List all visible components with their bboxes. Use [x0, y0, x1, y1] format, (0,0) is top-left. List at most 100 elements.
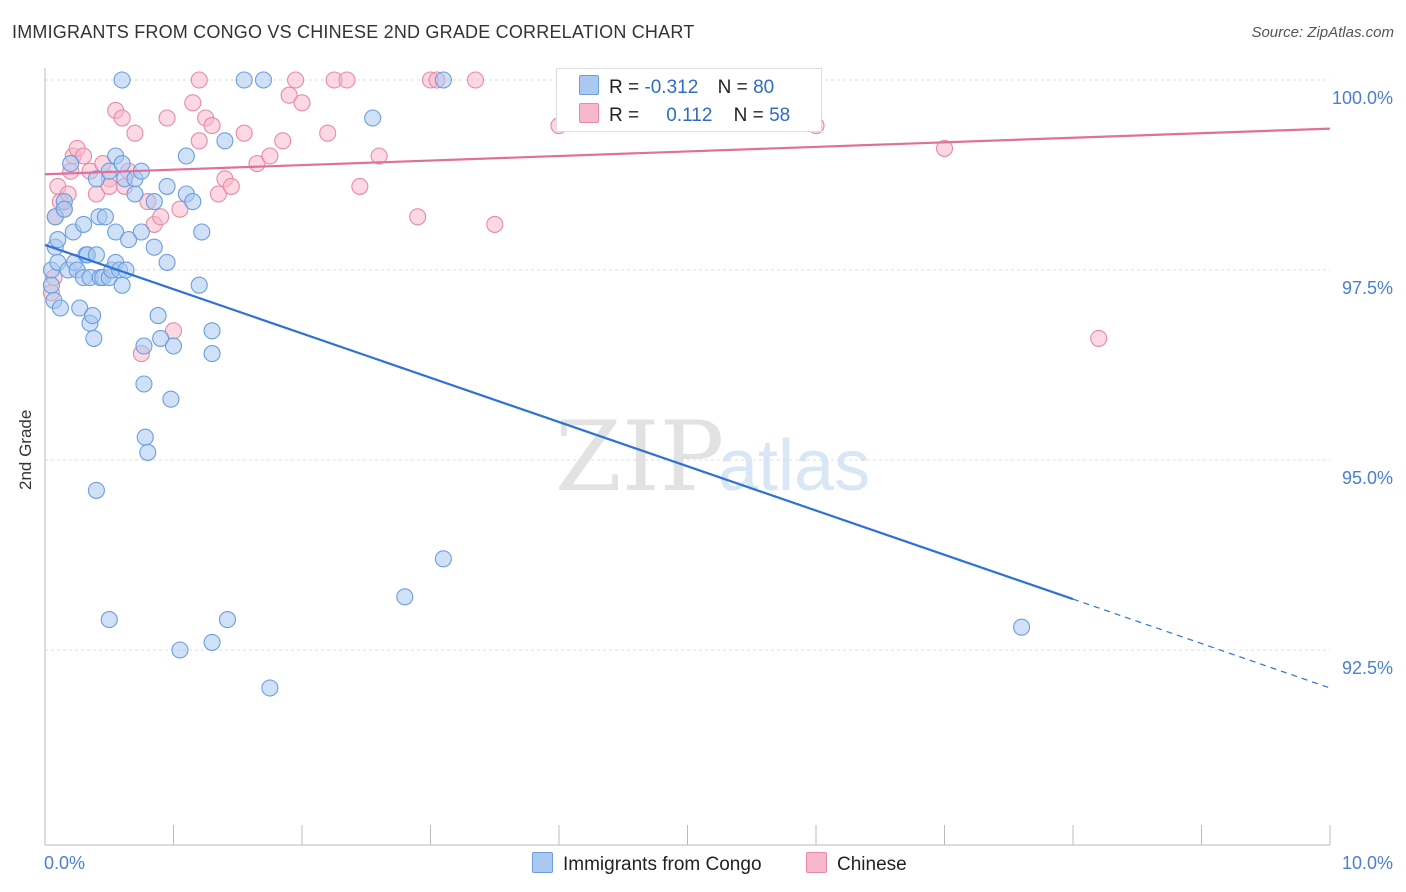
point-congo [193, 223, 211, 241]
legend-item-chinese[interactable]: Chinese [806, 852, 907, 876]
point-congo [75, 215, 93, 233]
legend-swatch-congo [532, 852, 553, 873]
point-chinese [409, 208, 427, 226]
point-chinese [126, 124, 144, 142]
point-congo [87, 170, 105, 188]
point-congo [87, 481, 105, 499]
point-congo [62, 155, 80, 173]
legend-row-chinese: R = 0.112 N = 58 [579, 103, 790, 127]
point-chinese [203, 117, 221, 135]
watermark: ZIP atlas [555, 401, 870, 513]
point-congo [190, 276, 208, 294]
point-congo [119, 231, 138, 249]
point-congo [171, 641, 189, 659]
trend-line-congo [44, 243, 1074, 601]
point-congo [55, 200, 73, 218]
point-congo [71, 299, 89, 317]
point-congo [158, 177, 176, 195]
point-chinese [190, 132, 208, 150]
point-congo [51, 299, 69, 317]
point-congo [145, 238, 163, 256]
legend-item-congo[interactable]: Immigrants from Congo [532, 852, 762, 876]
trend-line-chinese [44, 127, 1331, 176]
point-congo [135, 337, 153, 355]
point-chinese [261, 147, 279, 165]
point-congo [203, 345, 221, 363]
legend-swatch-congo [579, 75, 599, 95]
point-chinese [319, 124, 337, 142]
r-label: R = [609, 105, 640, 126]
point-congo [203, 322, 221, 340]
n-value-chinese: 58 [769, 105, 791, 126]
point-congo [1013, 618, 1031, 636]
point-congo [132, 223, 150, 241]
y-tick-label: 100.0% [1332, 88, 1393, 108]
point-chinese [235, 124, 253, 142]
y-tick-label: 95.0% [1342, 468, 1393, 488]
point-congo [177, 147, 195, 165]
trend-line-congo-extension [1072, 598, 1331, 689]
point-congo [136, 428, 154, 446]
x-tick-labels: 0.0% 10.0% [44, 853, 1393, 873]
point-congo [218, 611, 237, 629]
point-congo [113, 276, 131, 294]
n-label: N = [717, 77, 748, 98]
point-chinese [351, 177, 369, 195]
series-legend: Immigrants from Congo Chinese [0, 850, 1406, 880]
point-congo [145, 193, 163, 211]
point-chinese [486, 215, 504, 233]
point-chinese [370, 147, 388, 165]
point-congo [113, 71, 131, 89]
point-congo [139, 443, 157, 461]
point-congo [203, 633, 221, 651]
point-chinese [338, 71, 356, 89]
point-chinese [935, 139, 954, 157]
x-tick-label: 10.0% [1342, 853, 1393, 873]
point-chinese [274, 132, 292, 150]
r-value-congo: -0.312 [644, 77, 699, 98]
point-chinese [280, 86, 298, 104]
point-congo [49, 231, 67, 249]
legend-row-congo: R = -0.312 N = 80 [579, 75, 774, 99]
point-chinese [466, 71, 485, 89]
point-congo [261, 679, 279, 697]
n-value-congo: 80 [753, 77, 775, 98]
y-tick-label: 97.5% [1342, 278, 1393, 298]
point-chinese [1090, 329, 1108, 347]
point-congo [83, 307, 102, 325]
point-chinese [293, 94, 311, 112]
point-chinese [158, 109, 176, 127]
y-tick-labels: 92.5% 95.0% 97.5% 100.0% [1332, 88, 1393, 678]
legend-label-congo: Immigrants from Congo [563, 854, 762, 875]
stats-legend: R = -0.312 N = 80 R = 0.112 N = 58 [556, 68, 822, 132]
point-congo [434, 71, 452, 89]
point-congo [184, 193, 202, 211]
legend-label-chinese: Chinese [837, 854, 907, 875]
point-congo [434, 550, 452, 568]
point-congo [164, 337, 183, 355]
trend-lines [44, 127, 1331, 689]
point-congo [162, 390, 180, 408]
point-chinese [190, 71, 208, 89]
point-congo [107, 223, 125, 241]
legend-swatch-chinese [806, 852, 827, 873]
n-label: N = [733, 105, 764, 126]
point-congo [42, 276, 60, 294]
point-congo [396, 588, 414, 606]
point-congo [96, 208, 114, 226]
r-value-chinese: 0.112 [666, 105, 713, 126]
source-label: Source: ZipAtlas.com [1251, 24, 1394, 41]
r-label: R = [609, 77, 640, 98]
point-chinese [75, 147, 93, 165]
point-congo [235, 71, 253, 89]
x-tick-label: 0.0% [44, 853, 85, 873]
point-chinese [113, 109, 131, 127]
point-chinese [287, 71, 305, 89]
point-chinese [171, 200, 189, 218]
point-congo [100, 611, 118, 629]
point-congo [216, 132, 234, 150]
legend-swatch-chinese [579, 103, 599, 123]
axes [44, 68, 1331, 846]
point-congo [158, 253, 176, 271]
